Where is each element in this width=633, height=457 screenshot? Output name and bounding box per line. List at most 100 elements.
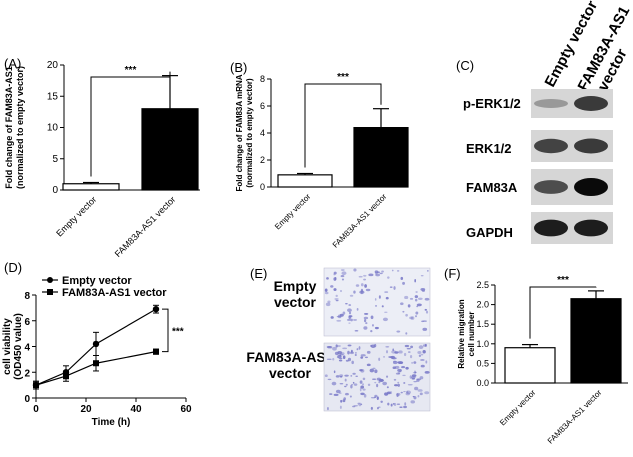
- stain-dot: [409, 316, 414, 320]
- stain-dot: [340, 275, 345, 278]
- stain-dot: [354, 353, 357, 356]
- category-label: Empty vector: [273, 192, 313, 232]
- stain-dot: [324, 374, 328, 378]
- stain-dot: [325, 302, 331, 307]
- stain-dot: [329, 393, 333, 395]
- micrograph-empty-vector: [323, 267, 431, 337]
- stain-dot: [335, 294, 338, 298]
- y-axis-label: (OD450 value): [13, 313, 24, 380]
- significance-bracket: [304, 83, 382, 168]
- stain-dot: [385, 346, 390, 348]
- stain-dot: [420, 275, 424, 277]
- category-label: FAM83A-AS1 vector: [113, 194, 178, 259]
- stain-dot: [360, 392, 365, 396]
- stain-dot: [384, 291, 389, 293]
- stain-dot: [391, 269, 394, 272]
- stain-dot: [424, 297, 430, 301]
- stain-dot: [339, 374, 344, 377]
- stain-dot: [416, 378, 421, 381]
- stain-dot: [350, 384, 353, 389]
- stain-dot: [396, 393, 399, 397]
- stain-dot: [353, 319, 357, 321]
- stain-dot: [375, 304, 378, 307]
- y-tick-label: 2.5: [476, 280, 489, 290]
- stain-dot: [348, 315, 353, 318]
- stain-dot: [378, 381, 381, 384]
- stain-dot: [400, 302, 404, 306]
- blot-band: [574, 219, 608, 237]
- stain-dot: [402, 281, 405, 285]
- stain-dot: [422, 320, 428, 323]
- stain-dot: [339, 383, 344, 385]
- stain-dot: [348, 322, 351, 324]
- stain-dot: [393, 286, 396, 290]
- stain-dot: [396, 330, 401, 333]
- y-axis-label: (normalized to empty vector): [15, 66, 25, 189]
- stain-dot: [403, 390, 406, 393]
- stain-dot: [344, 385, 347, 388]
- stain-dot: [404, 402, 407, 406]
- stain-dot: [392, 366, 397, 370]
- y-tick-label: 2: [24, 368, 30, 379]
- stain-dot: [407, 384, 413, 386]
- stain-dot: [345, 383, 348, 386]
- stain-dot: [363, 316, 369, 320]
- blot-band: [534, 99, 568, 108]
- stain-dot: [349, 294, 354, 297]
- stain-dot: [405, 366, 409, 370]
- stain-dot: [416, 305, 419, 308]
- stain-dot: [371, 324, 374, 327]
- stain-dot: [356, 307, 359, 311]
- stain-dot: [339, 357, 343, 360]
- stain-dot: [347, 344, 352, 347]
- data-point: [33, 382, 39, 389]
- stain-dot: [410, 345, 414, 349]
- stain-dot: [370, 344, 372, 348]
- stain-dot: [391, 357, 397, 360]
- stain-dot: [418, 345, 424, 350]
- stain-dot: [337, 314, 342, 319]
- blot-band: [574, 178, 608, 196]
- stain-dot: [392, 360, 398, 365]
- panel-letter-d: (D): [4, 260, 22, 275]
- data-point: [153, 348, 159, 355]
- micrograph-label-fam83a-vector: vector: [269, 365, 312, 381]
- stain-dot: [352, 372, 356, 375]
- stain-dot: [393, 402, 397, 407]
- stain-dot: [348, 304, 352, 306]
- x-tick-label: 60: [180, 404, 192, 415]
- stain-dot: [374, 381, 377, 384]
- legend-marker: [47, 289, 53, 295]
- stain-dot: [351, 360, 354, 365]
- stain-dot: [422, 344, 427, 347]
- stain-dot: [340, 290, 343, 293]
- stain-dot: [334, 351, 339, 356]
- stain-dot: [386, 386, 389, 389]
- stain-dot: [345, 359, 349, 362]
- stain-dot: [358, 275, 363, 278]
- stain-dot: [399, 406, 403, 408]
- micrograph-label-fam83a-as1: FAM83A-AS1: [246, 349, 333, 365]
- significance-label: ***: [337, 72, 349, 83]
- legend-marker: [47, 277, 53, 283]
- blot-band: [534, 180, 568, 194]
- stain-dot: [358, 402, 362, 407]
- migration-micrographs: Empty vector FAM83A-AS1 vector: [246, 267, 431, 412]
- legend-label: FAM83A-AS1 vector: [62, 287, 167, 299]
- y-axis-label: Relative migration: [457, 299, 466, 368]
- stain-dot: [397, 383, 400, 387]
- stain-dot: [425, 360, 428, 364]
- stain-dot: [344, 374, 349, 377]
- stain-dot: [335, 389, 341, 394]
- stain-dot: [417, 395, 420, 398]
- y-tick-label: 5: [52, 154, 58, 165]
- stain-dot: [410, 400, 415, 404]
- y-tick-label: 4: [260, 128, 265, 138]
- stain-dot: [419, 376, 424, 380]
- stain-dot: [409, 375, 412, 379]
- stain-dot: [412, 396, 415, 398]
- stain-dot: [352, 405, 356, 408]
- stain-dot: [330, 316, 334, 319]
- chart-panel-f: 0.0 0.5 1.0 1.5 2.0 2.5 Empty vector FAM83A-AS1…: [457, 275, 628, 446]
- blot-row-label-gapdh: GAPDH: [466, 225, 513, 240]
